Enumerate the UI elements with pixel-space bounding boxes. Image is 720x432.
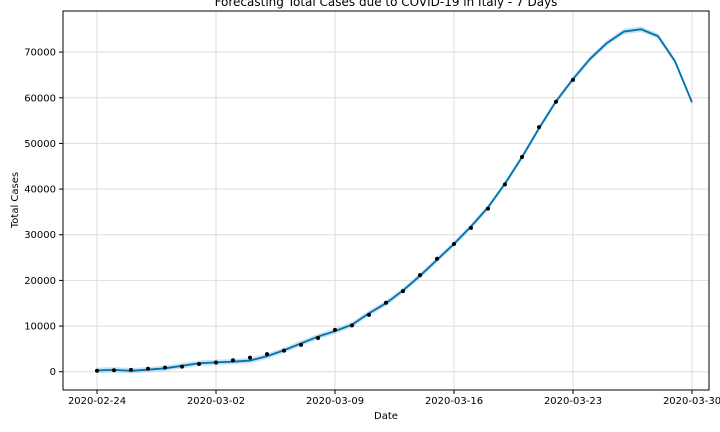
x-tick-label: 2020-02-24 [68,396,126,407]
observed-point [537,125,541,130]
observed-point [401,289,405,294]
observed-point [452,241,456,246]
x-axis-ticks: 2020-02-24 2020-03-02 2020-03-09 2020-03-16… [68,390,720,407]
observed-point [95,368,99,373]
observed-point [299,342,303,347]
grid [63,11,709,390]
observed-point [282,348,286,353]
uncertainty-band [97,26,692,374]
observed-point [248,355,252,360]
plot-frame [62,10,710,391]
observed-point [367,312,371,317]
y-axis-ticks: 0 10000 20000 30000 40000 50000 60000 70000 [24,48,63,378]
observed-point [180,364,184,369]
observed-point [384,300,388,305]
observed-point [333,327,337,332]
y-tick-label: 60000 [24,93,56,104]
y-tick-label: 50000 [24,139,56,150]
x-axis-label: Date [374,411,398,422]
observed-point [418,273,422,278]
observed-point [520,155,524,160]
y-tick-label: 70000 [24,48,56,59]
observed-point [146,366,150,371]
observed-point [129,367,133,372]
y-tick-label: 0 [50,367,56,378]
observed-point [214,360,218,365]
observed-point [469,225,473,230]
y-tick-label: 40000 [24,185,56,196]
x-tick-label: 2020-03-02 [187,396,245,407]
observed-point [350,323,354,328]
observed-point [554,99,558,104]
x-tick-label: 2020-03-30 [663,396,720,407]
x-tick-label: 2020-03-09 [306,396,364,407]
observed-point [316,336,320,341]
observed-point [197,361,201,366]
observed-point [265,352,269,357]
observed-point [163,365,167,370]
forecast-line [96,28,693,372]
observed-point [503,182,507,187]
observed-point [435,256,439,261]
observed-points [95,77,575,373]
x-tick-label: 2020-03-16 [425,396,483,407]
observed-point [571,77,575,82]
x-tick-label: 2020-03-23 [544,396,602,407]
y-tick-label: 30000 [24,230,56,241]
y-tick-label: 10000 [24,322,56,333]
y-axis-label: Total Cases [10,172,21,229]
observed-point [231,358,235,363]
chart-title: Forecasting Total Cases due to COVID-19 … [215,0,558,9]
observed-point [112,368,116,373]
observed-point [486,206,490,211]
y-tick-label: 20000 [24,276,56,287]
